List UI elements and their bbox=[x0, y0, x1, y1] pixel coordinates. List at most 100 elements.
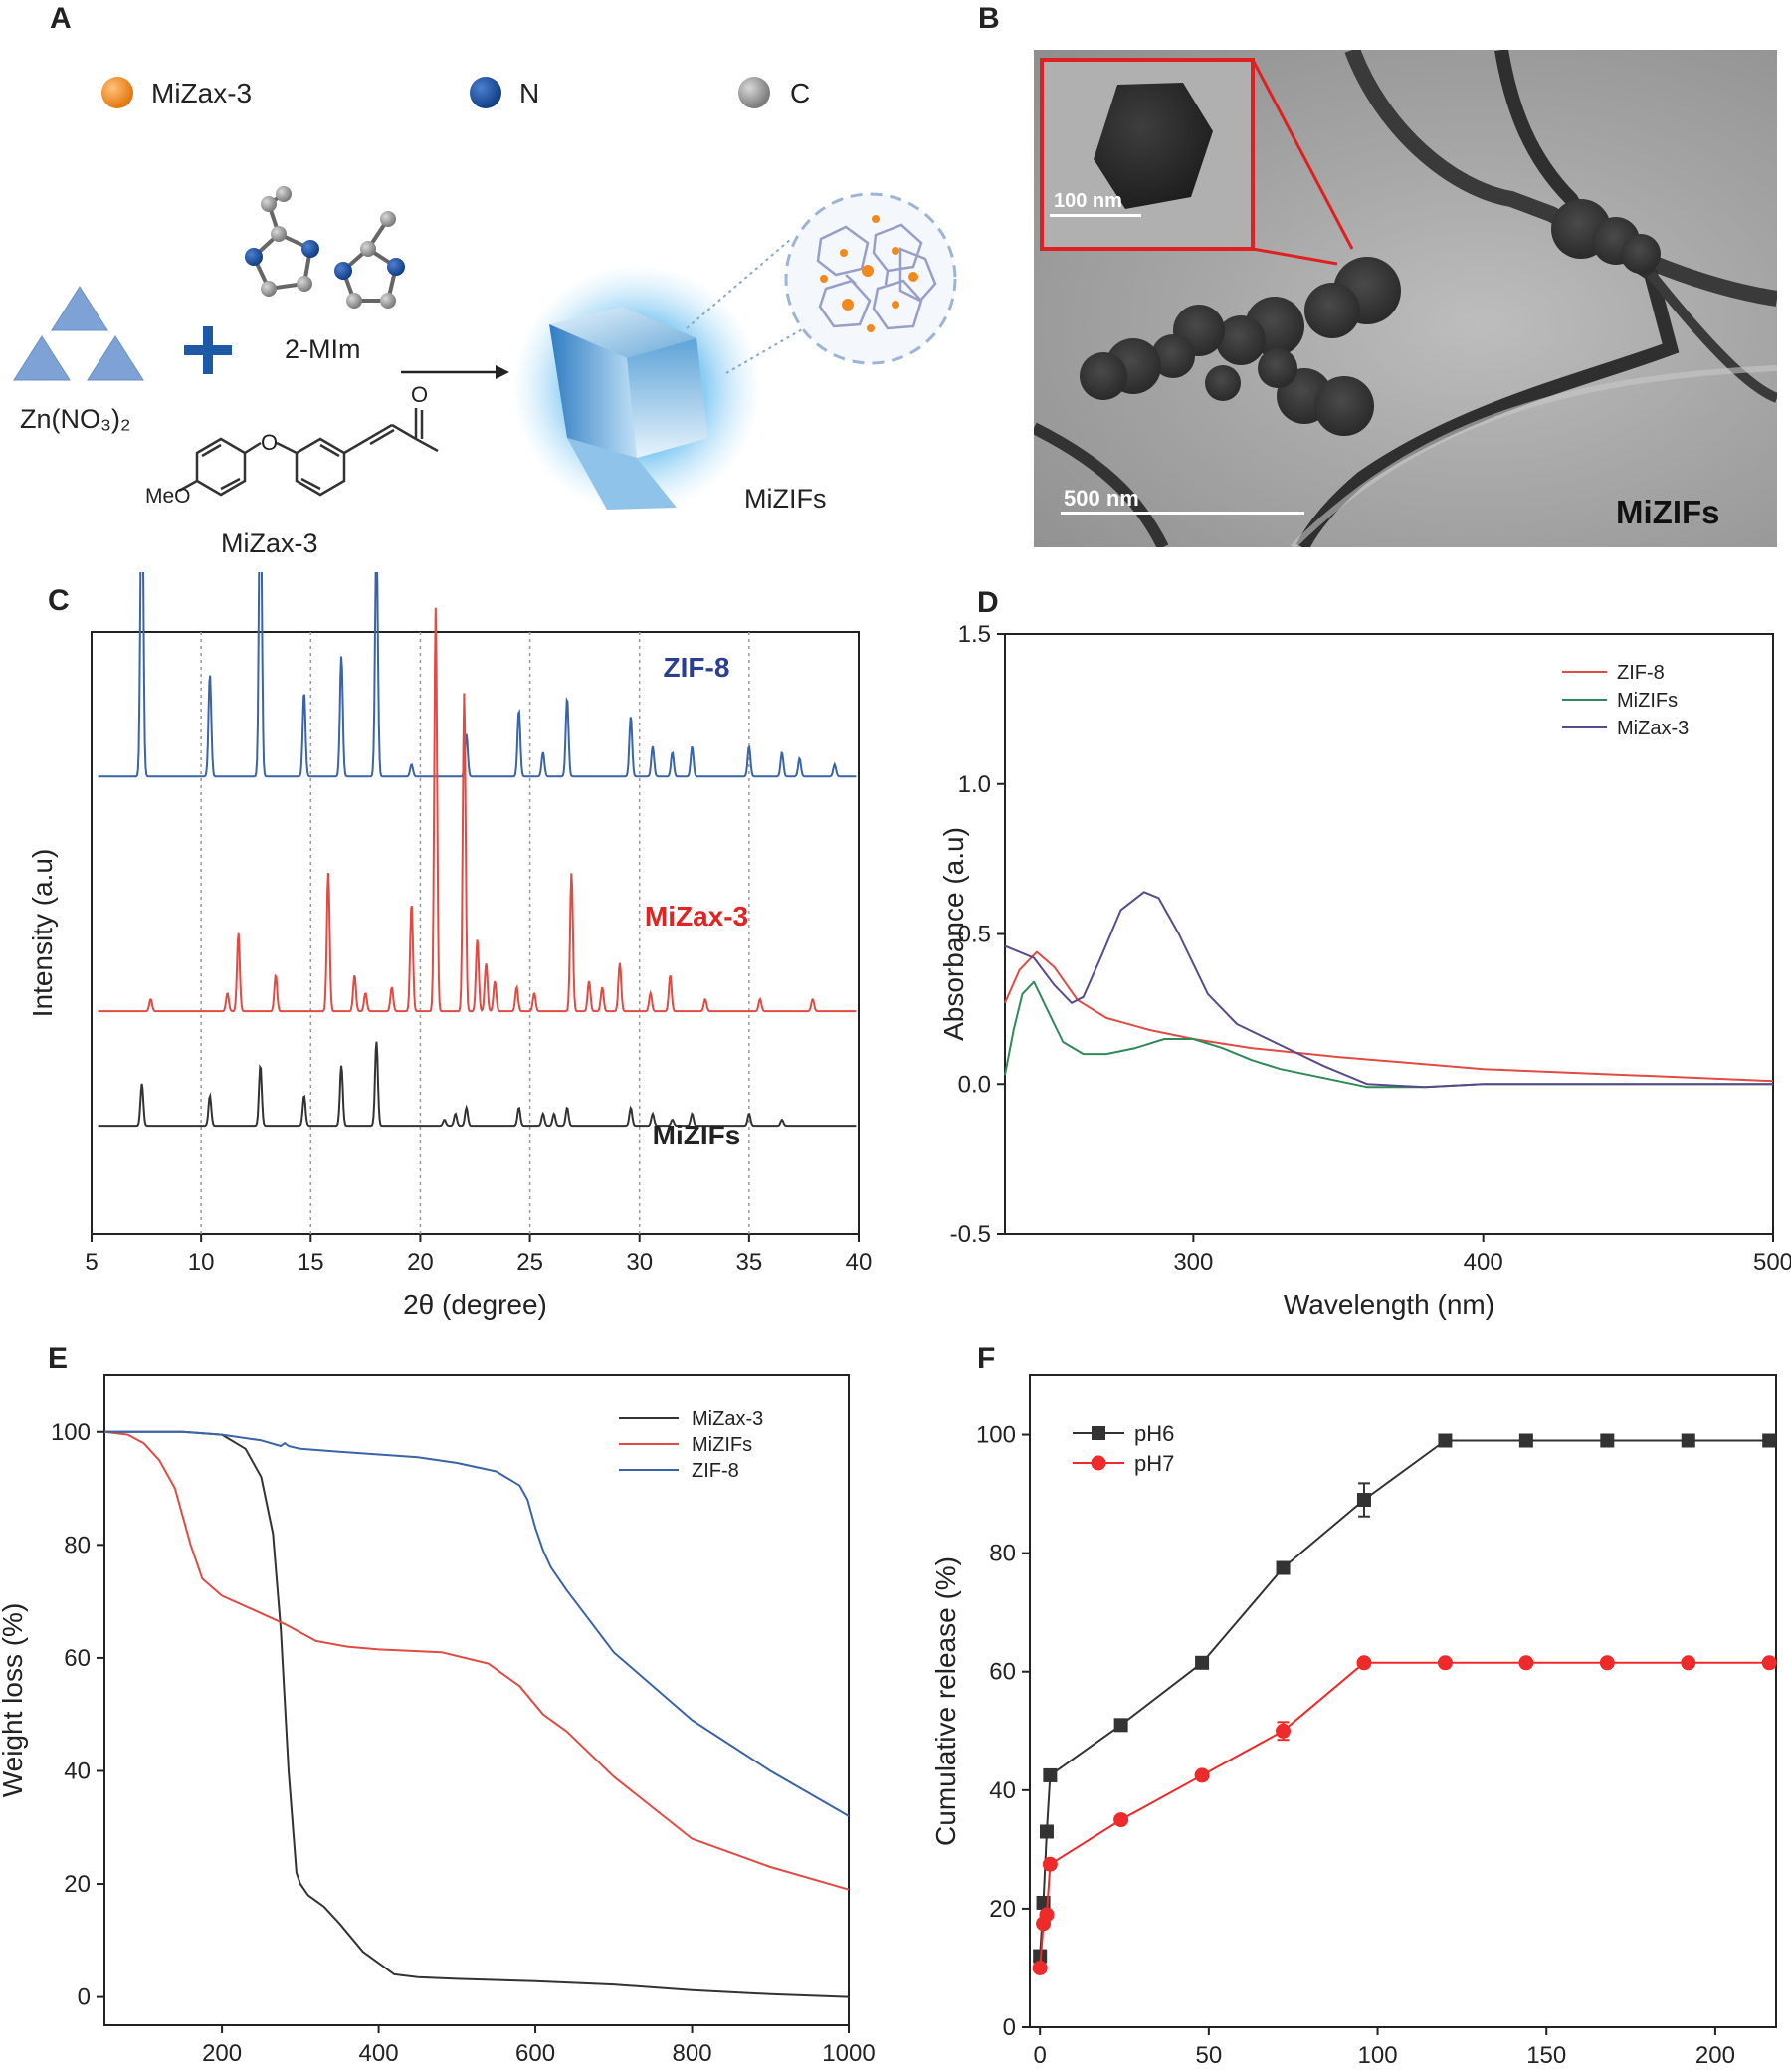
panel-label-f: F bbox=[977, 1343, 995, 1375]
tga-chart: E2004006008001000020406080100Temperature… bbox=[0, 1343, 876, 2067]
x-axis-label: Wavelength (nm) bbox=[1284, 1289, 1494, 1320]
x-tick-label: 400 bbox=[1464, 1249, 1503, 1276]
data-point-ph6 bbox=[1438, 1433, 1453, 1448]
x-tick-label: 30 bbox=[626, 1249, 653, 1276]
data-point-ph6 bbox=[1113, 1718, 1128, 1733]
data-point-ph7 bbox=[1356, 1655, 1372, 1671]
y-tick-label: 100 bbox=[51, 1419, 91, 1446]
reaction-arrowhead-icon bbox=[496, 365, 509, 379]
mizifs-crystal-icon bbox=[512, 264, 761, 513]
2-mim-label: 2-MIm bbox=[285, 334, 361, 364]
y-tick-label: 0.0 bbox=[958, 1071, 991, 1098]
y-tick-label: 0 bbox=[1003, 2014, 1016, 2041]
plot-frame bbox=[1029, 1374, 1777, 2028]
mizifs-crystal-label: MiZIFs bbox=[744, 484, 826, 514]
y-tick-label: 0.5 bbox=[958, 922, 991, 948]
x-tick-label: 20 bbox=[407, 1249, 434, 1276]
legend-label-ph7: pH7 bbox=[1134, 1451, 1174, 1476]
carbon-film-icon bbox=[1344, 50, 1777, 307]
x-tick-label: 35 bbox=[736, 1249, 763, 1276]
y-tick-label: 40 bbox=[64, 1758, 91, 1784]
x-tick-label: 5 bbox=[85, 1249, 98, 1276]
y-tick-label: -0.5 bbox=[950, 1221, 991, 1248]
legend-n-label: N bbox=[519, 78, 539, 108]
zinc-nitrate-label: Zn(NO₃)₂ bbox=[20, 404, 130, 434]
x-tick-label: 15 bbox=[298, 1249, 324, 1276]
legend-label-mizax-3: MiZax-3 bbox=[1617, 718, 1689, 739]
data-point-ph6 bbox=[1276, 1560, 1291, 1575]
series-line-zif-8 bbox=[98, 572, 857, 778]
x-tick-label: 10 bbox=[188, 1249, 215, 1276]
zoom-line-icon bbox=[725, 327, 805, 374]
x-tick-label: 800 bbox=[673, 2040, 712, 2067]
x-tick-label: 200 bbox=[202, 2040, 242, 2067]
legend-c-label: C bbox=[790, 78, 810, 108]
uv-vis-chart: D 300 400 500 -0.5 0.0 0.5 1.0 1.5 Wavelength (nm… bbox=[938, 586, 1791, 1320]
series-line-zif-8 bbox=[1004, 950, 1774, 1083]
series-line-mizifs bbox=[103, 1430, 850, 1891]
series-line-ph7 bbox=[1039, 1661, 1770, 1968]
orange-ball-icon bbox=[101, 77, 133, 108]
data-point-ph7 bbox=[1039, 1907, 1055, 1923]
data-point-ph7 bbox=[1276, 1723, 1292, 1739]
data-point-ph6 bbox=[1356, 1493, 1371, 1508]
x-tick-label: 500 bbox=[1753, 1249, 1791, 1276]
blue-ball-icon bbox=[470, 77, 501, 108]
data-point-ph7 bbox=[1032, 1960, 1048, 1975]
legend-marker bbox=[1092, 1426, 1105, 1440]
main-scale-bar bbox=[1061, 512, 1304, 515]
y-tick-label: 60 bbox=[989, 1659, 1016, 1686]
tem-inset: 100 nm bbox=[1040, 58, 1255, 251]
nanoparticle-cluster-icon bbox=[1080, 199, 1661, 436]
tem-sample-label: MiZIFs bbox=[1616, 494, 1720, 530]
carbon-film-icon bbox=[1647, 270, 1777, 403]
series-line-mizax-3 bbox=[98, 607, 857, 1013]
x-axis-label: 2θ (degree) bbox=[403, 1289, 547, 1320]
mizax3-structure-label: MiZax-3 bbox=[221, 528, 318, 557]
x-tick-label: 600 bbox=[515, 2040, 555, 2067]
panel-label-a: A bbox=[50, 2, 72, 35]
legend-mizax3-label: MiZax-3 bbox=[151, 78, 252, 108]
legend-label-ph6: pH6 bbox=[1134, 1421, 1174, 1446]
x-tick-label: 1000 bbox=[822, 2040, 875, 2067]
zinc-tetrahedra-icon bbox=[13, 286, 144, 381]
series-line-zif-8 bbox=[104, 1430, 850, 1817]
hexagonal-crystal-icon bbox=[1094, 83, 1213, 209]
mizax3-structure-icon bbox=[178, 408, 439, 497]
y-tick-label: 20 bbox=[64, 1871, 91, 1898]
series-label-zif-8: ZIF-8 bbox=[664, 652, 730, 683]
legend-marker bbox=[1091, 1455, 1106, 1471]
y-tick-label: 0 bbox=[78, 1984, 91, 2011]
framework-zoom-icon bbox=[784, 192, 957, 365]
panel-label-c: C bbox=[48, 584, 70, 617]
legend-label-zif-8: ZIF-8 bbox=[692, 1460, 739, 1482]
y-tick-label: 1.0 bbox=[958, 771, 991, 798]
series-line-mizifs bbox=[98, 1041, 857, 1128]
legend-label-zif-8: ZIF-8 bbox=[1617, 662, 1665, 684]
y-axis-label: Intensity (a.u) bbox=[27, 849, 58, 1018]
data-point-ph6 bbox=[1043, 1767, 1058, 1782]
gray-ball-icon bbox=[738, 77, 770, 108]
y-tick-label: 40 bbox=[989, 1777, 1016, 1804]
series-line-ph6 bbox=[1039, 1439, 1770, 1957]
data-point-ph6 bbox=[1195, 1655, 1210, 1670]
panel-label-d: D bbox=[977, 586, 999, 619]
plus-icon bbox=[184, 326, 232, 374]
legend-label-mizax-3: MiZax-3 bbox=[692, 1408, 763, 1430]
plot-frame bbox=[103, 1374, 850, 2026]
data-point-ph7 bbox=[1113, 1812, 1129, 1828]
ether-o-label: O bbox=[261, 430, 278, 455]
data-point-ph6 bbox=[1681, 1433, 1695, 1448]
y-axis-label: Cumulative release (%) bbox=[930, 1556, 961, 1846]
inset-scale-bar bbox=[1050, 214, 1141, 217]
data-point-ph6 bbox=[1518, 1433, 1533, 1448]
meo-label: MeO bbox=[145, 485, 191, 508]
2-mim-atoms-icon bbox=[245, 186, 405, 309]
y-tick-label: 80 bbox=[989, 1541, 1016, 1567]
x-tick-label: 40 bbox=[846, 1249, 873, 1276]
plot-frame bbox=[91, 631, 860, 1235]
data-point-ph7 bbox=[1518, 1655, 1534, 1671]
data-point-ph7 bbox=[1194, 1767, 1210, 1783]
y-tick-label: 100 bbox=[976, 1422, 1016, 1449]
carbon-film-icon bbox=[1034, 422, 1169, 547]
